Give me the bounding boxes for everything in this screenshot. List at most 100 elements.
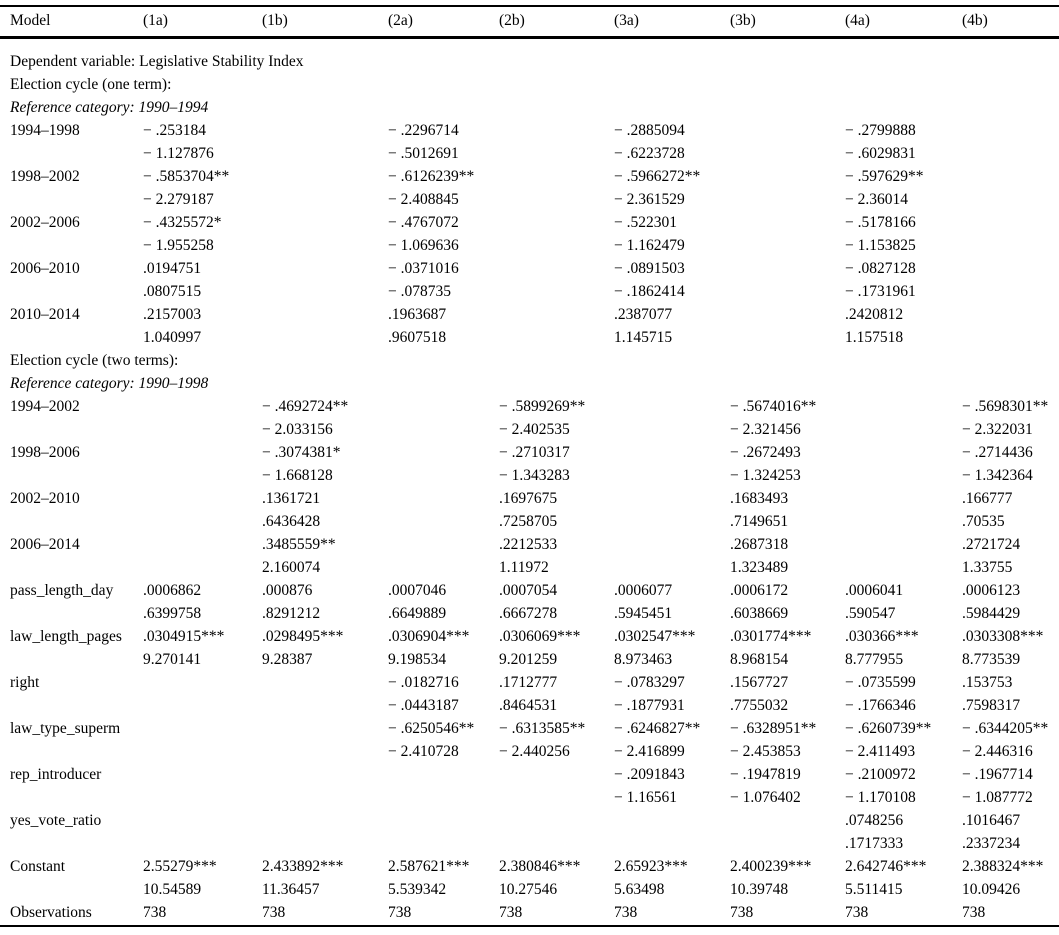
cell-value bbox=[143, 488, 262, 511]
table-row: Observations 738 738 738 738 738 738 738 738 bbox=[0, 902, 1059, 926]
table-row: Election cycle (two terms): bbox=[0, 350, 1059, 373]
cell-value bbox=[962, 327, 1059, 350]
cell-value bbox=[143, 442, 262, 465]
cell-value: − .1766346 bbox=[845, 697, 916, 715]
cell-value bbox=[262, 764, 388, 787]
row-label: law_length_pages bbox=[10, 628, 122, 646]
cell-value: 1.157518 bbox=[845, 329, 904, 347]
row-label: Constant bbox=[10, 858, 66, 876]
column-header-model: Model bbox=[10, 12, 51, 29]
cell-value bbox=[499, 304, 614, 327]
cell-value bbox=[499, 235, 614, 258]
cell-value bbox=[730, 143, 845, 166]
cell-value bbox=[262, 189, 388, 212]
row-label bbox=[0, 833, 143, 856]
cell-value bbox=[845, 419, 962, 442]
cell-value bbox=[499, 258, 614, 281]
cell-value: 2.587621*** bbox=[388, 858, 470, 876]
column-header-2b: (2b) bbox=[499, 12, 525, 29]
cell-value bbox=[962, 120, 1059, 143]
cell-value bbox=[143, 764, 262, 787]
cell-value: − 2.440256 bbox=[499, 743, 570, 761]
cell-value bbox=[388, 488, 499, 511]
cell-value: − .2714436 bbox=[962, 444, 1033, 462]
cell-value bbox=[962, 212, 1059, 235]
cell-value: .2687318 bbox=[730, 536, 789, 554]
cell-value: .7149651 bbox=[730, 513, 789, 531]
cell-value: .2212533 bbox=[499, 536, 558, 554]
row-label: law_type_superm bbox=[10, 720, 121, 738]
cell-value bbox=[614, 465, 730, 488]
cell-value bbox=[962, 143, 1059, 166]
row-label: right bbox=[10, 674, 40, 692]
cell-value bbox=[614, 419, 730, 442]
cell-value: .0807515 bbox=[143, 283, 202, 301]
cell-value bbox=[845, 396, 962, 419]
cell-value bbox=[388, 787, 499, 810]
row-label: 2002–2010 bbox=[10, 490, 80, 508]
cell-value bbox=[730, 212, 845, 235]
cell-value: .9607518 bbox=[388, 329, 447, 347]
table-row: .6436428 .7258705 .7149651 .70535 bbox=[0, 511, 1059, 534]
column-header-4b: (4b) bbox=[962, 12, 988, 29]
cell-value: − 1.343283 bbox=[499, 467, 570, 485]
cell-value: 2.65923*** bbox=[614, 858, 688, 876]
cell-value bbox=[388, 534, 499, 557]
cell-value bbox=[962, 258, 1059, 281]
cell-value: − 1.153825 bbox=[845, 237, 916, 255]
cell-value bbox=[388, 419, 499, 442]
cell-value: .0006862 bbox=[143, 582, 202, 600]
cell-value bbox=[388, 442, 499, 465]
cell-value: − 2.36014 bbox=[845, 191, 908, 209]
cell-value: − .2296714 bbox=[388, 122, 459, 140]
cell-value: 8.777955 bbox=[845, 651, 904, 669]
cell-value: 5.511415 bbox=[845, 881, 903, 899]
cell-value: − 2.453853 bbox=[730, 743, 801, 761]
table-row: 2010–2014 .2157003 .1963687 .2387077 .242081… bbox=[0, 304, 1059, 327]
cell-value bbox=[845, 534, 962, 557]
table-row: − 1.955258 − 1.069636 − 1.162479 − 1.153825 bbox=[0, 235, 1059, 258]
cell-value bbox=[499, 833, 614, 856]
cell-value: − .6344205** bbox=[962, 720, 1049, 738]
cell-value: − .078735 bbox=[388, 283, 451, 301]
cell-value bbox=[262, 235, 388, 258]
column-header-1b: (1b) bbox=[262, 12, 288, 29]
cell-value: .1717333 bbox=[845, 835, 904, 853]
cell-value: .0306904*** bbox=[388, 628, 470, 646]
cell-value bbox=[845, 557, 962, 580]
cell-value bbox=[262, 212, 388, 235]
cell-value: − .597629** bbox=[845, 168, 924, 186]
cell-value: − .6328951** bbox=[730, 720, 817, 738]
cell-value bbox=[962, 235, 1059, 258]
cell-value: .0006077 bbox=[614, 582, 673, 600]
cell-value: − .5966272** bbox=[614, 168, 701, 186]
cell-value bbox=[730, 833, 845, 856]
cell-value: .2157003 bbox=[143, 306, 202, 324]
cell-value: .0194751 bbox=[143, 260, 202, 278]
cell-value: .2387077 bbox=[614, 306, 673, 324]
cell-value bbox=[143, 833, 262, 856]
cell-value: .0301774*** bbox=[730, 628, 812, 646]
cell-value: .0748256 bbox=[845, 812, 904, 830]
cell-value: .0007046 bbox=[388, 582, 447, 600]
cell-value bbox=[143, 465, 262, 488]
cell-value: .1016467 bbox=[962, 812, 1021, 830]
cell-value: 2.642746*** bbox=[845, 858, 927, 876]
cell-value: .0006041 bbox=[845, 582, 904, 600]
cell-value: 738 bbox=[614, 904, 638, 922]
cell-value bbox=[962, 304, 1059, 327]
cell-value: 9.201259 bbox=[499, 651, 558, 669]
table-row: .0807515 − .078735 − .1862414 − .1731961 bbox=[0, 281, 1059, 304]
cell-value bbox=[262, 718, 388, 741]
row-label bbox=[0, 603, 143, 626]
column-header-3a: (3a) bbox=[614, 12, 639, 29]
row-label bbox=[0, 189, 143, 212]
cell-value: 8.968154 bbox=[730, 651, 789, 669]
cell-value: − .6313585** bbox=[499, 720, 586, 738]
cell-value: 738 bbox=[143, 904, 167, 922]
cell-value: .0304915*** bbox=[143, 628, 225, 646]
cell-value bbox=[614, 833, 730, 856]
row-label bbox=[0, 327, 143, 350]
cell-value bbox=[499, 143, 614, 166]
cell-value: − 2.322031 bbox=[962, 421, 1033, 439]
